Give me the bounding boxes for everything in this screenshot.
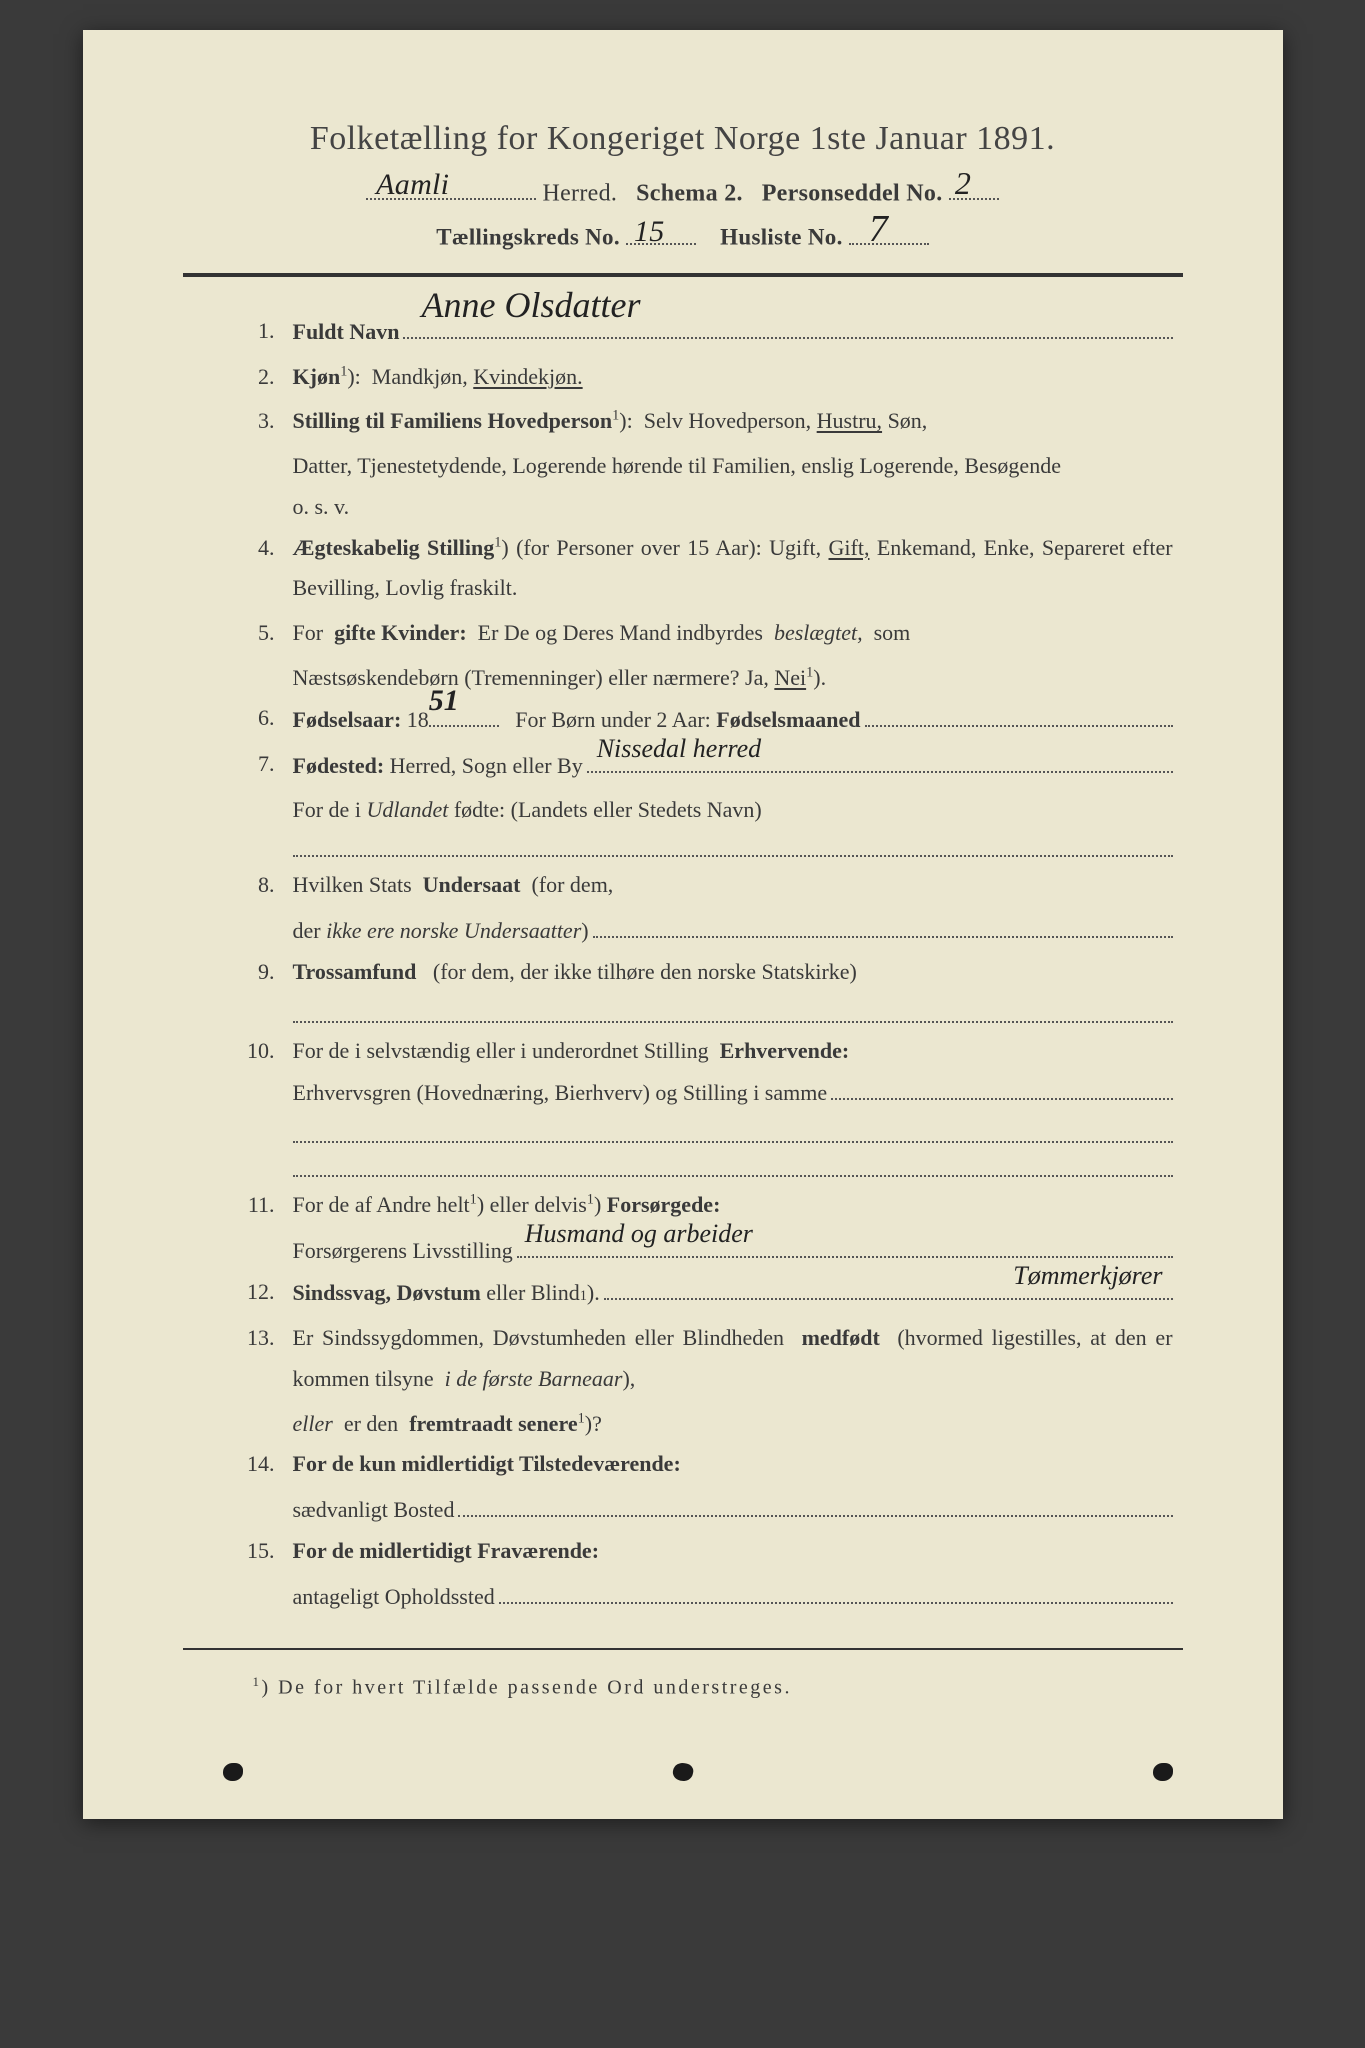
husliste-field: 7 <box>849 217 929 244</box>
birthplace-abroad-field <box>293 831 1173 857</box>
occupation-field-2 <box>293 1151 1173 1177</box>
citizenship-field <box>593 910 1173 938</box>
occupation-field-1 <box>293 1117 1173 1143</box>
kreds-value: 15 <box>634 215 665 249</box>
question-15-line2: antageligt Opholdssted <box>213 1576 1173 1618</box>
form-title: Folketælling for Kongeriget Norge 1ste J… <box>183 120 1183 158</box>
form-header: Folketælling for Kongeriget Norge 1ste J… <box>183 120 1183 251</box>
question-14-line2: sædvanligt Bosted <box>213 1489 1173 1531</box>
census-form-page: Folketælling for Kongeriget Norge 1ste J… <box>83 30 1283 1819</box>
question-8: 8. Hvilken Stats Undersaat (for dem, <box>213 865 1173 906</box>
punch-hole-icon <box>223 1763 243 1781</box>
herred-field: Aamli <box>366 172 536 200</box>
personseddel-value: 2 <box>955 165 971 202</box>
question-2: 2. Kjøn1): Mandkjøn, Kvindekjøn. <box>213 357 1173 398</box>
question-7-line2: For de i Udlandet fødte: (Landets eller … <box>213 790 1173 831</box>
question-5-line2: Næstsøskendebørn (Tremenninger) eller næ… <box>213 658 1173 699</box>
name-value: Anne Olsdatter <box>421 272 640 339</box>
form-body: 1. Fuldt Navn Anne Olsdatter 2. Kjøn1): … <box>183 311 1183 1618</box>
question-4: 4. Ægteskabelig Stilling1) (for Personer… <box>213 528 1173 609</box>
question-3: 3. Stilling til Familiens Hovedperson1):… <box>213 401 1173 442</box>
footer-rule <box>183 1648 1183 1650</box>
question-9: 9. Trossamfund (for dem, der ikke tilhør… <box>213 952 1173 993</box>
punch-hole-icon <box>671 1762 694 1784</box>
question-13: 13. Er Sindssygdommen, Døvstumheden elle… <box>213 1318 1173 1399</box>
header-line-2: Aamli Herred. Schema 2. Personseddel No.… <box>183 172 1183 207</box>
question-1: 1. Fuldt Navn Anne Olsdatter <box>213 311 1173 353</box>
birthplace-field: Nissedal herred <box>587 744 1173 772</box>
question-8-line2: der ikke ere norske Undersaatter) <box>213 910 1173 952</box>
religion-field <box>293 997 1173 1023</box>
provider-occupation-value: Husmand og arbeider <box>525 1210 753 1258</box>
herred-value: Aamli <box>376 168 449 202</box>
relation-selected: Hustru, <box>817 408 882 433</box>
birthyear-value: 51 <box>429 673 459 729</box>
punch-hole-icon <box>1153 1763 1173 1781</box>
question-15: 15. For de midlertidigt Fraværende: <box>213 1531 1173 1572</box>
name-field: Anne Olsdatter <box>403 311 1172 339</box>
question-14: 14. For de kun midlertidigt Tilstedevære… <box>213 1444 1173 1485</box>
footnote: 1) De for hvert Tilfælde passende Ord un… <box>183 1674 1183 1700</box>
question-12: 12. Sindssvag, Døvstum eller Blind1). Tø… <box>213 1272 1173 1314</box>
related-selected: Nei <box>774 665 806 690</box>
question-10: 10. For de i selvstændig eller i underor… <box>213 1031 1173 1114</box>
question-7: 7. Fødested: Herred, Sogn eller By Nisse… <box>213 744 1173 786</box>
question-5: 5. For gifte Kvinder: Er De og Deres Man… <box>213 613 1173 654</box>
header-line-3: Tællingskreds No. 15 Husliste No. 7 <box>183 217 1183 250</box>
personseddel-field: 2 <box>949 172 999 200</box>
husliste-value: 7 <box>869 207 888 251</box>
kreds-field: 15 <box>626 217 696 244</box>
birthplace-value: Nissedal herred <box>597 725 761 773</box>
marital-selected: Gift, <box>829 535 870 560</box>
sex-selected: Kvindekjøn. <box>473 364 582 389</box>
birthmonth-field <box>865 698 1173 726</box>
extra-note-value: Tømmerkjører <box>1013 1252 1162 1300</box>
whereabouts-field <box>499 1576 1173 1604</box>
usual-residence-field <box>458 1489 1172 1517</box>
birthyear-field: 51 <box>429 700 499 726</box>
header-rule <box>183 273 1183 277</box>
question-13-line2: eller er den fremtraadt senere1)? <box>213 1404 1173 1445</box>
disability-field: Tømmerkjører <box>604 1272 1173 1300</box>
